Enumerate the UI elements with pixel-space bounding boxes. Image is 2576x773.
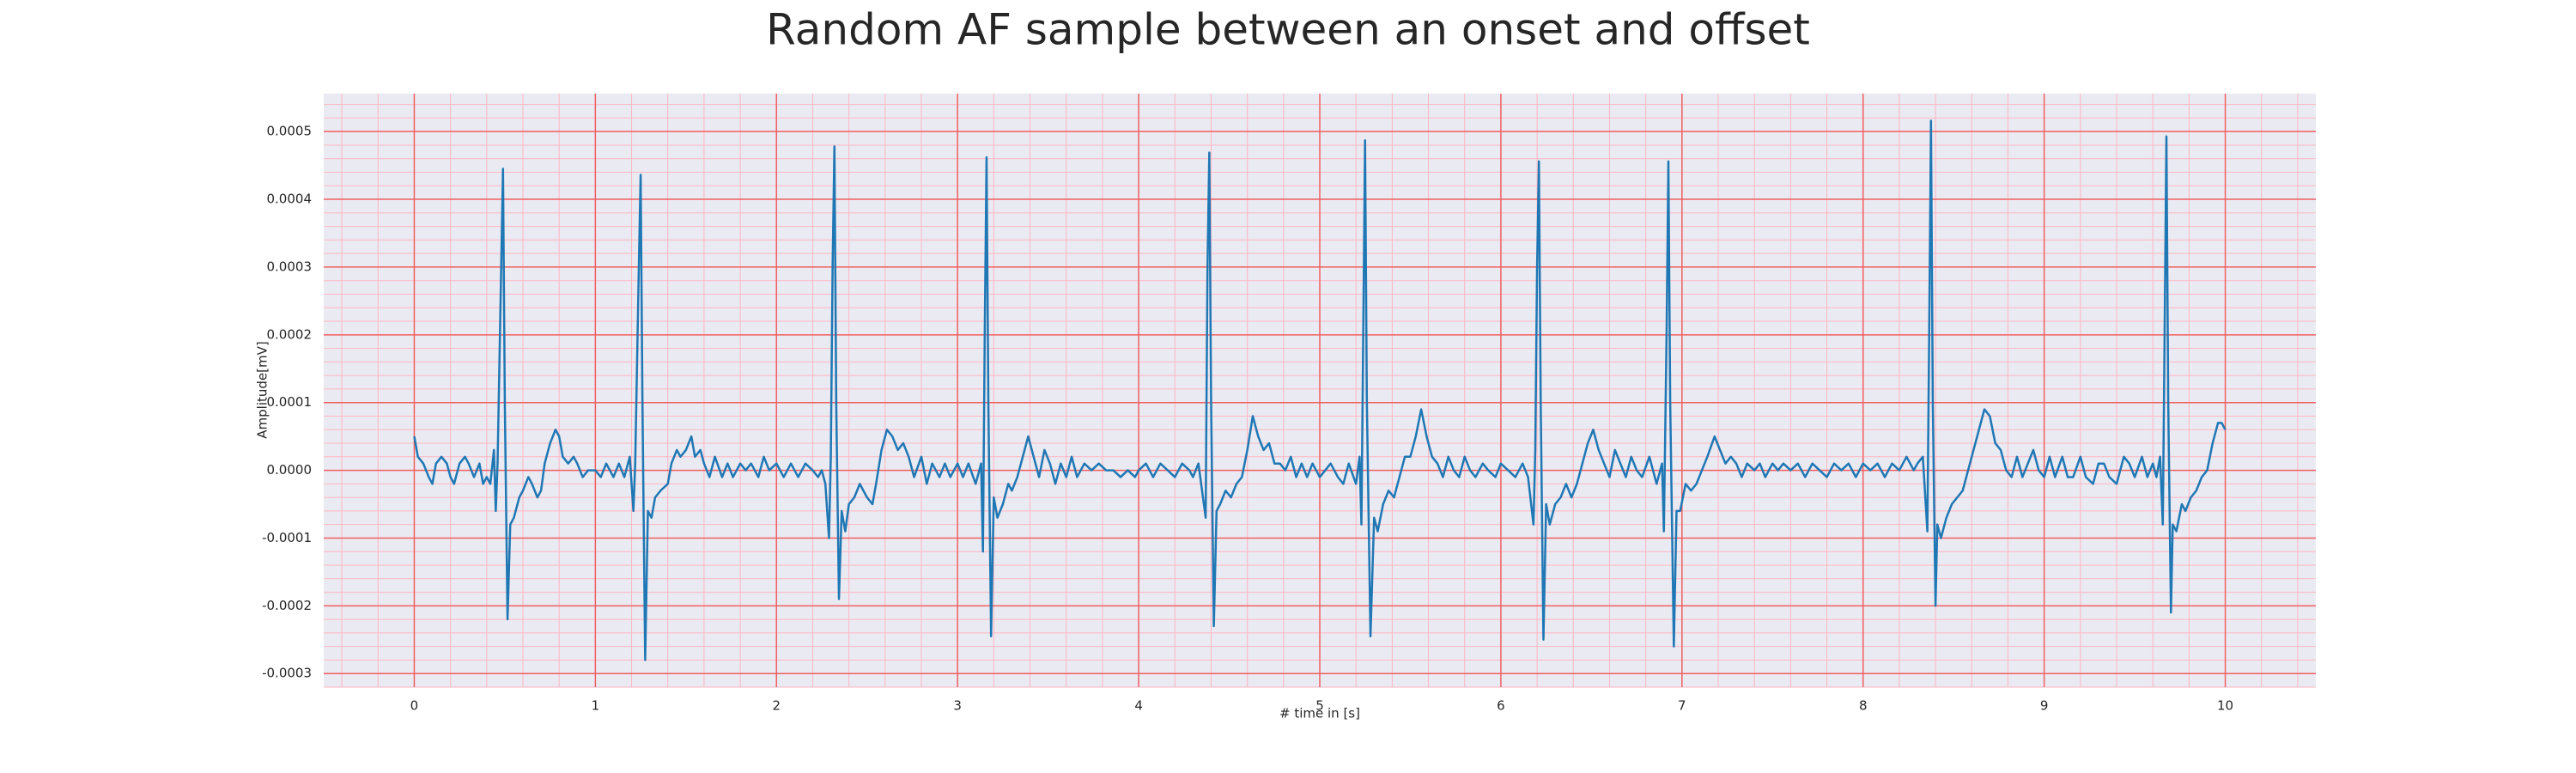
y-tick-label: 0.0000 (267, 462, 313, 478)
tick-labels: 0 1 2 3 4 5 6 7 8 9 10 -0.0003 -0.0002 -0.0001 0.0000 0… (262, 124, 2233, 714)
y-axis-label: Amplitude[mV] (255, 341, 270, 438)
y-tick-label: 0.0005 (267, 124, 313, 139)
major-grid (324, 94, 2316, 687)
x-tick-label: 10 (2217, 698, 2233, 714)
x-tick-label: 8 (1859, 698, 1868, 714)
x-tick-label: 2 (772, 698, 781, 714)
x-axis-label: # time in [s] (1279, 706, 1360, 721)
x-tick-label: 5 (1315, 698, 1324, 714)
x-tick-label: 7 (1678, 698, 1686, 714)
y-tick-label: 0.0002 (267, 326, 313, 342)
signal-line (413, 119, 2227, 661)
x-tick-label: 1 (592, 698, 600, 714)
x-tick-label: 9 (2040, 698, 2049, 714)
y-tick-label: 0.0001 (267, 394, 313, 410)
y-tick-label: -0.0003 (262, 666, 312, 681)
x-tick-label: 0 (410, 698, 419, 714)
plot-marks (413, 119, 2227, 661)
y-tick-label: 0.0003 (267, 259, 313, 274)
chart-title: Random AF sample between an onset and of… (766, 5, 1810, 55)
x-tick-label: 6 (1497, 698, 1505, 714)
y-tick-label: -0.0002 (262, 598, 312, 613)
x-tick-label: 4 (1134, 698, 1143, 714)
x-tick-label: 3 (953, 698, 962, 714)
y-tick-label: 0.0004 (267, 192, 313, 207)
y-tick-label: -0.0001 (262, 530, 312, 545)
